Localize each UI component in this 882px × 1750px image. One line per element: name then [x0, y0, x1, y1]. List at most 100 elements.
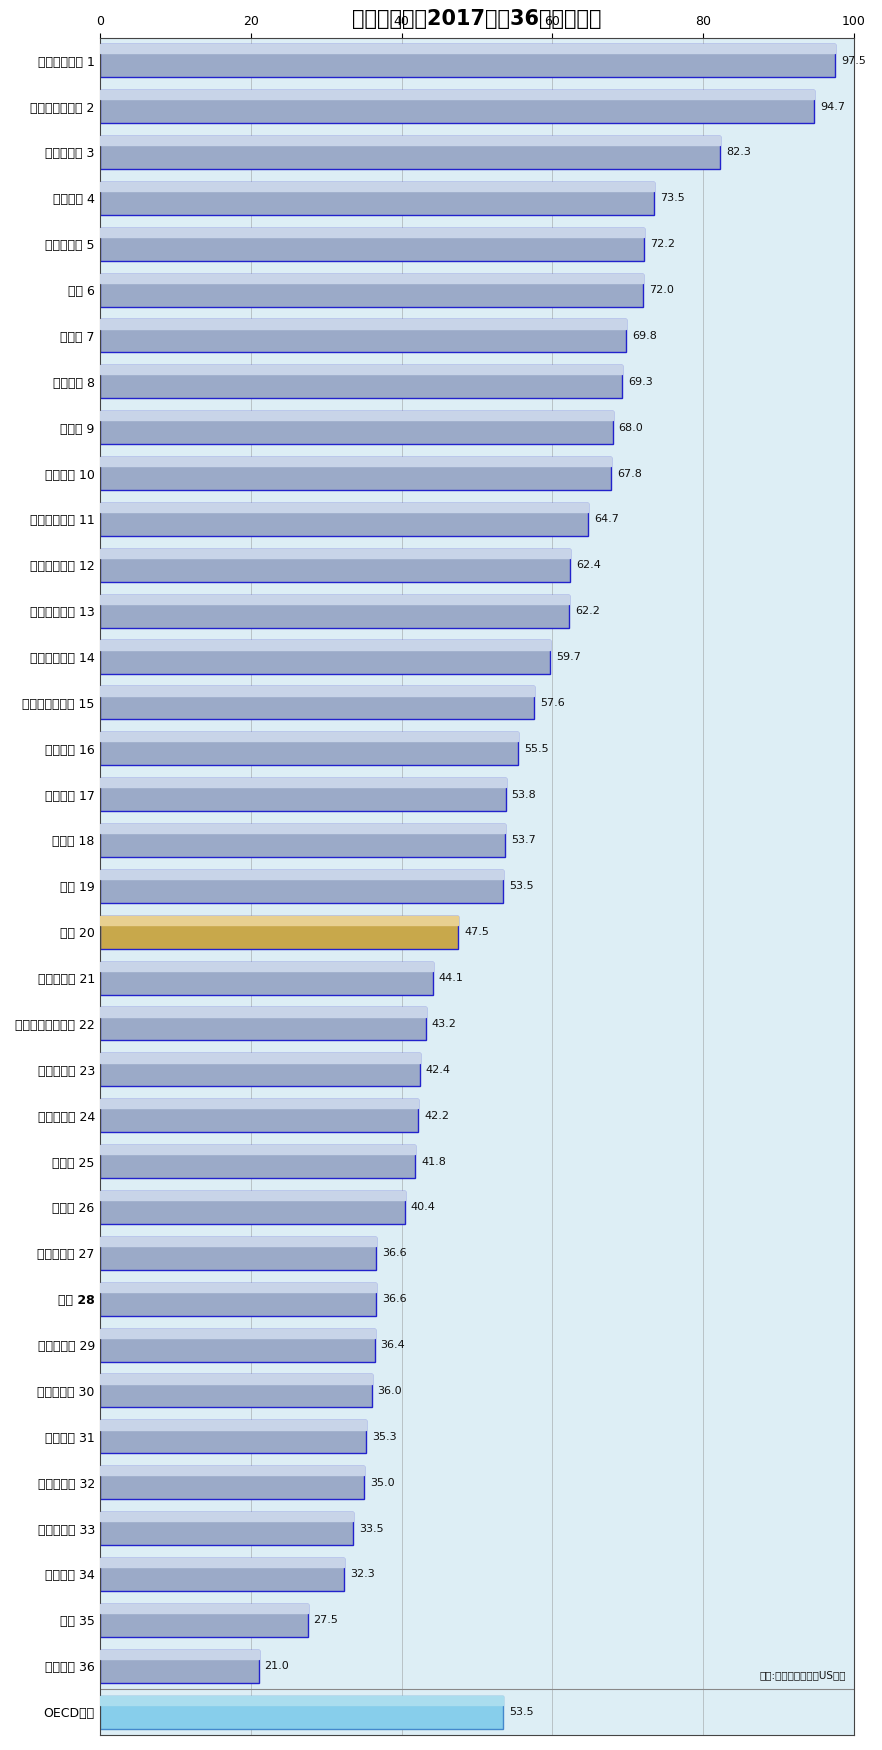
Text: 53.8: 53.8 [512, 789, 536, 800]
Bar [101, 1054, 420, 1087]
Bar [101, 366, 623, 399]
Bar [101, 1558, 344, 1591]
Bar [101, 1192, 405, 1200]
Text: 64.7: 64.7 [594, 514, 618, 525]
Text: 53.7: 53.7 [511, 835, 535, 845]
Bar [101, 915, 458, 948]
Text: 59.7: 59.7 [557, 653, 581, 662]
Text: 53.5: 53.5 [510, 882, 534, 891]
Text: 67.8: 67.8 [617, 469, 642, 478]
Bar [101, 550, 571, 581]
Bar [101, 273, 643, 284]
Text: 62.2: 62.2 [575, 606, 600, 616]
Bar [101, 1283, 376, 1316]
Text: 42.2: 42.2 [424, 1111, 449, 1120]
Bar [101, 686, 534, 719]
Bar [101, 1237, 376, 1246]
Bar [101, 89, 814, 123]
Bar [101, 1374, 371, 1407]
Text: 82.3: 82.3 [727, 147, 751, 158]
Bar [101, 732, 519, 765]
Bar [101, 1008, 426, 1041]
Bar [101, 320, 626, 352]
Text: 72.2: 72.2 [650, 240, 676, 248]
Text: 40.4: 40.4 [411, 1202, 436, 1213]
Text: 72.0: 72.0 [649, 285, 674, 296]
Bar [101, 136, 721, 145]
Bar [101, 595, 569, 628]
Text: 36.6: 36.6 [382, 1248, 407, 1258]
Bar [101, 1650, 258, 1659]
Bar [101, 1512, 353, 1521]
Bar [101, 1328, 375, 1362]
Bar [101, 870, 504, 878]
Bar [101, 779, 505, 788]
Text: 21.0: 21.0 [265, 1661, 289, 1671]
Bar [101, 1512, 353, 1545]
Text: 36.4: 36.4 [381, 1340, 406, 1349]
Bar [101, 1558, 344, 1568]
Bar [101, 1374, 371, 1384]
Bar [101, 1328, 375, 1337]
Bar [101, 824, 505, 833]
Bar [101, 595, 569, 604]
Bar [101, 502, 587, 536]
Bar [101, 411, 613, 444]
Text: 27.5: 27.5 [313, 1615, 339, 1626]
Bar [101, 44, 835, 54]
Bar [101, 1603, 308, 1636]
Text: 36.6: 36.6 [382, 1295, 407, 1304]
Bar [101, 136, 721, 170]
Bar [101, 228, 644, 236]
Bar [101, 1237, 376, 1270]
Bar [101, 1650, 258, 1684]
Bar [101, 779, 505, 812]
Bar [101, 1696, 504, 1704]
Bar [101, 1144, 415, 1155]
Bar [101, 1283, 376, 1292]
Bar [101, 1054, 420, 1062]
Text: 労働生産性（2017年／36カ国比較）: 労働生産性（2017年／36カ国比較） [352, 9, 602, 30]
Bar [101, 457, 611, 466]
Bar [101, 1008, 426, 1017]
Bar [101, 1099, 418, 1132]
Bar [101, 182, 654, 215]
Bar [101, 89, 814, 100]
Text: 62.4: 62.4 [577, 560, 602, 570]
Bar [101, 1466, 364, 1475]
Text: 44.1: 44.1 [438, 973, 463, 984]
Bar [101, 1466, 364, 1500]
Text: 94.7: 94.7 [820, 102, 845, 112]
Bar [101, 870, 504, 903]
Text: 55.5: 55.5 [525, 744, 549, 754]
Text: 35.3: 35.3 [372, 1432, 397, 1442]
Bar [101, 366, 623, 374]
Bar [101, 550, 571, 558]
Bar [101, 502, 587, 513]
Bar [101, 457, 611, 490]
Text: 41.8: 41.8 [422, 1157, 446, 1167]
Text: 53.5: 53.5 [510, 1706, 534, 1717]
Text: 69.8: 69.8 [632, 331, 657, 341]
Bar [101, 961, 432, 971]
Text: 43.2: 43.2 [432, 1018, 457, 1029]
Text: 47.5: 47.5 [464, 928, 490, 938]
Bar [101, 1192, 405, 1223]
Bar [101, 1603, 308, 1614]
Bar [101, 1099, 418, 1108]
Bar [101, 824, 505, 858]
Text: 33.5: 33.5 [359, 1524, 384, 1533]
Bar [101, 1696, 504, 1729]
Bar [101, 1421, 366, 1452]
Bar [101, 320, 626, 329]
Text: 73.5: 73.5 [660, 192, 684, 203]
Bar [101, 44, 835, 77]
Text: 42.4: 42.4 [426, 1064, 451, 1074]
Text: 32.3: 32.3 [349, 1570, 375, 1580]
Bar [101, 961, 432, 994]
Bar [101, 732, 519, 742]
Text: 69.3: 69.3 [629, 376, 654, 387]
Bar [101, 411, 613, 420]
Bar [101, 273, 643, 306]
Text: 35.0: 35.0 [370, 1477, 394, 1488]
